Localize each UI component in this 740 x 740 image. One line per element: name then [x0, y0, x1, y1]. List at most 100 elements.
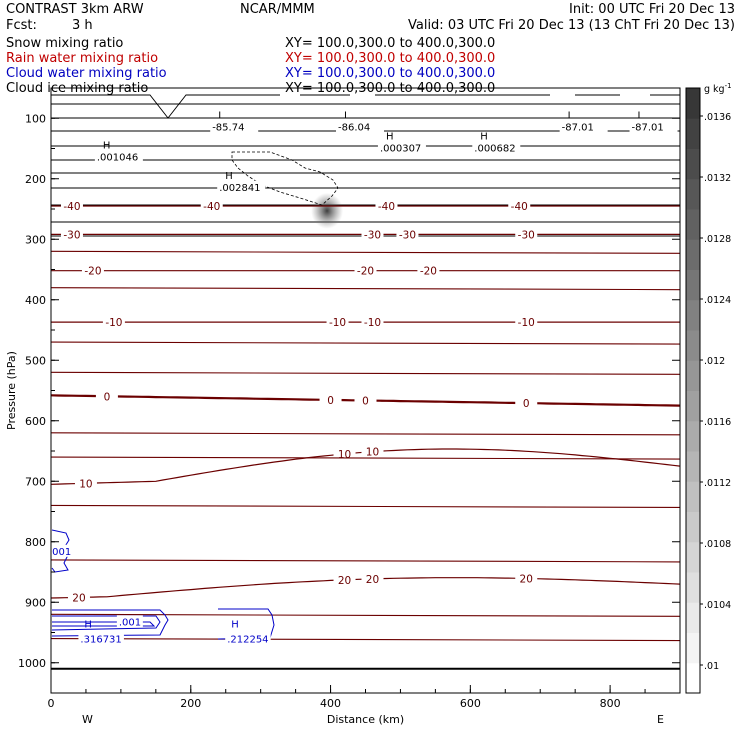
isotherm-label-bg	[361, 572, 384, 585]
annotation-bg	[559, 120, 608, 133]
colorbar-cell	[686, 330, 700, 361]
colorbar-tick-label: .0132	[704, 173, 731, 184]
isotherm-label: -40	[203, 201, 220, 213]
colorbar-unit-exponent: -1	[725, 82, 732, 90]
colorbar-tick-label: .012	[704, 356, 725, 367]
isotherm-minor-line	[51, 341, 680, 345]
cloud-water-label: .001	[49, 547, 71, 558]
annotation-value: .000682	[474, 143, 515, 154]
isotherm-label-bg	[354, 264, 377, 277]
low-marker: L	[568, 110, 574, 121]
isotherm-label: 20	[520, 573, 533, 585]
colorbar-cell	[686, 360, 700, 391]
isotherm-label: -40	[511, 201, 528, 213]
colorbar-cell	[686, 662, 700, 694]
low-marker: L	[344, 110, 350, 121]
isotherm-label: 0	[523, 398, 530, 410]
isotherm-label-bg	[200, 199, 223, 212]
high-marker: H	[386, 131, 394, 142]
annotation-bg	[210, 120, 259, 133]
isotherm-label-bg	[81, 264, 104, 277]
isotherm-label: 0	[327, 395, 334, 407]
forecast-value: 3 h	[72, 18, 93, 33]
colorbar-cell	[686, 572, 700, 603]
cloud-water-label-bg	[78, 632, 124, 645]
x-tick-label: 600	[460, 697, 481, 710]
plot-area: -40 -40 -40 -40 -30 -30 -30 -30 -20 -20 -20 -10 -10 -…	[5, 87, 681, 726]
y-tick-label: 100	[25, 112, 46, 125]
x-tick-label: 800	[600, 697, 621, 710]
isotherm-label: 0	[104, 391, 111, 403]
colorbar-tick-label: .0124	[704, 295, 731, 306]
colorbar-tick-label: .0104	[704, 600, 731, 611]
isotherm-label-bg	[102, 316, 125, 329]
colorbar-cell	[686, 511, 700, 543]
colorbar-tick-label: .0108	[704, 539, 731, 550]
isotherm-label-bg	[417, 264, 440, 277]
cloud-water-label-bg	[225, 632, 271, 645]
colorbar-frame	[685, 87, 701, 694]
isotherm-label-bg	[515, 572, 538, 585]
isotherm-label: -40	[378, 201, 395, 213]
isotherm-minor-line	[51, 432, 680, 436]
y-tick-label: 700	[25, 475, 46, 488]
west-label: W	[82, 713, 93, 726]
isotherm-label: -30	[399, 229, 416, 241]
center-name: NCAR/MMM	[240, 2, 315, 17]
colorbar-cell	[686, 178, 700, 210]
isotherm-label: -20	[84, 266, 101, 278]
colorbar-tick-label: .0128	[704, 234, 731, 245]
isotherm-label-bg	[67, 591, 90, 604]
annotation-value: .002841	[219, 183, 260, 194]
colorbar-cell	[686, 118, 700, 149]
isotherm-minor-line	[51, 371, 680, 375]
isotherm-label: -10	[105, 317, 122, 329]
y-tick-label: 400	[25, 294, 46, 307]
upper-isotherm-line	[51, 94, 680, 119]
isotherm-label: -20	[420, 266, 437, 278]
x-tick-label: 0	[48, 697, 55, 710]
field-xy-snow: XY= 100.0,300.0 to 400.0,300.0	[285, 36, 495, 51]
cloud-water-label-bg	[51, 544, 73, 557]
isotherm-label: -30	[518, 229, 535, 241]
y-tick-label: 900	[25, 596, 46, 609]
isotherm-label-bg	[508, 199, 531, 212]
isotherm-label: -10	[518, 317, 535, 329]
high-marker: H	[225, 171, 233, 182]
isotherm-label-bg	[319, 393, 342, 406]
annotation-value: -86.04	[338, 122, 370, 133]
y-tick-label: 600	[25, 415, 46, 428]
plot-frame	[50, 87, 681, 694]
y-axis-label: Pressure (hPa)	[5, 351, 18, 430]
isotherm-label: 10	[338, 449, 351, 461]
model-title: CONTRAST 3km ARW	[6, 2, 144, 17]
colorbar-tick-label: .0112	[704, 478, 731, 489]
isotherm-label-bg	[60, 199, 83, 212]
cloud-water-label: .316731	[80, 635, 121, 646]
colorbar-cell	[686, 88, 700, 119]
colorbar-cell	[686, 239, 700, 270]
annotation-bg	[377, 141, 426, 154]
isotherm-label: -10	[329, 317, 346, 329]
field-xy-rain: XY= 100.0,300.0 to 400.0,300.0	[285, 51, 495, 66]
annotation-bg	[217, 180, 266, 193]
annotation-bg	[94, 150, 143, 163]
y-tick-label: 1000	[18, 657, 46, 670]
field-name-cloud-water: Cloud water mixing ratio	[6, 66, 167, 81]
colorbar-cell	[686, 541, 700, 573]
colorbar-cell	[686, 269, 700, 301]
annotation-bg	[472, 141, 521, 154]
cloud-water-label: .001	[119, 618, 141, 629]
annotation-value: -87.01	[632, 122, 664, 133]
colorbar-cell	[686, 481, 700, 512]
snow-mixing-shade	[311, 192, 344, 229]
isotherm-label: 20	[338, 575, 351, 587]
cloud-water-high-marker: H	[231, 620, 239, 631]
y-tick-label: 500	[25, 354, 46, 367]
isotherm-label-bg	[74, 477, 97, 490]
isotherm-label: 0	[362, 395, 369, 407]
low-marker: L	[638, 110, 644, 121]
annotation-value: -85.74	[212, 122, 244, 133]
colorbar-cell	[686, 451, 700, 482]
isotherm-label-bg	[60, 228, 83, 241]
